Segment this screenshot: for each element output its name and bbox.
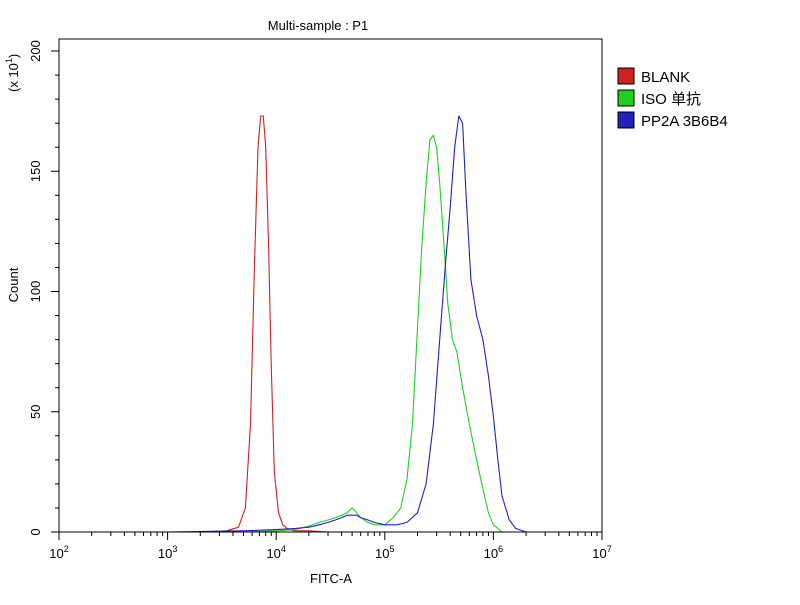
x-tick-base: 10 (375, 546, 389, 561)
legend-swatch (617, 67, 635, 85)
x-tick-label: 105 (375, 544, 394, 561)
y-axis-label: Count (6, 267, 21, 302)
x-axis-label: FITC-A (310, 571, 352, 586)
series-line-0 (59, 115, 602, 533)
plot-frame (58, 38, 603, 533)
y-tick-label: 200 (28, 40, 43, 62)
x-tick-base: 10 (484, 546, 498, 561)
x-axis: 102 103 104 105 106 107 (49, 532, 612, 561)
x-tick-base: 10 (158, 546, 172, 561)
legend-label: PP2A 3B6B4 (641, 113, 728, 130)
x-tick-base: 10 (592, 546, 606, 561)
legend: BLANK ISO 单抗 PP2A 3B6B4 (617, 67, 728, 130)
x-tick-exponent: 4 (281, 544, 286, 554)
x-tick-label: 104 (266, 544, 285, 561)
y-tick-label: 150 (28, 160, 43, 182)
x-tick-label: 103 (158, 544, 177, 561)
series-line-1 (59, 134, 602, 533)
x-tick-label: 102 (49, 544, 68, 561)
series-line-2 (59, 115, 602, 533)
y-axis-multiplier: (x 101) (4, 54, 21, 92)
x-tick-exponent: 3 (172, 544, 177, 554)
legend-swatch (617, 111, 635, 129)
x-tick-exponent: 6 (498, 544, 503, 554)
y-axis-multiplier-exponent: 1 (4, 58, 14, 63)
x-tick-base: 10 (266, 546, 280, 561)
chart-title: Multi-sample : P1 (268, 18, 368, 33)
legend-label: BLANK (641, 69, 690, 86)
x-tick-exponent: 5 (390, 544, 395, 554)
x-tick-label: 106 (484, 544, 503, 561)
y-tick-label: 0 (28, 528, 43, 535)
x-tick-exponent: 2 (64, 544, 69, 554)
x-tick-label: 107 (592, 544, 611, 561)
legend-swatch (617, 89, 635, 107)
y-tick-label: 100 (28, 281, 43, 303)
legend-label: ISO 单抗 (641, 91, 701, 108)
x-tick-exponent: 7 (607, 544, 612, 554)
y-tick-label: 50 (28, 405, 43, 419)
plot-area (59, 115, 602, 533)
y-axis: 0 50 100 150 200 (28, 40, 59, 536)
x-tick-base: 10 (49, 546, 63, 561)
